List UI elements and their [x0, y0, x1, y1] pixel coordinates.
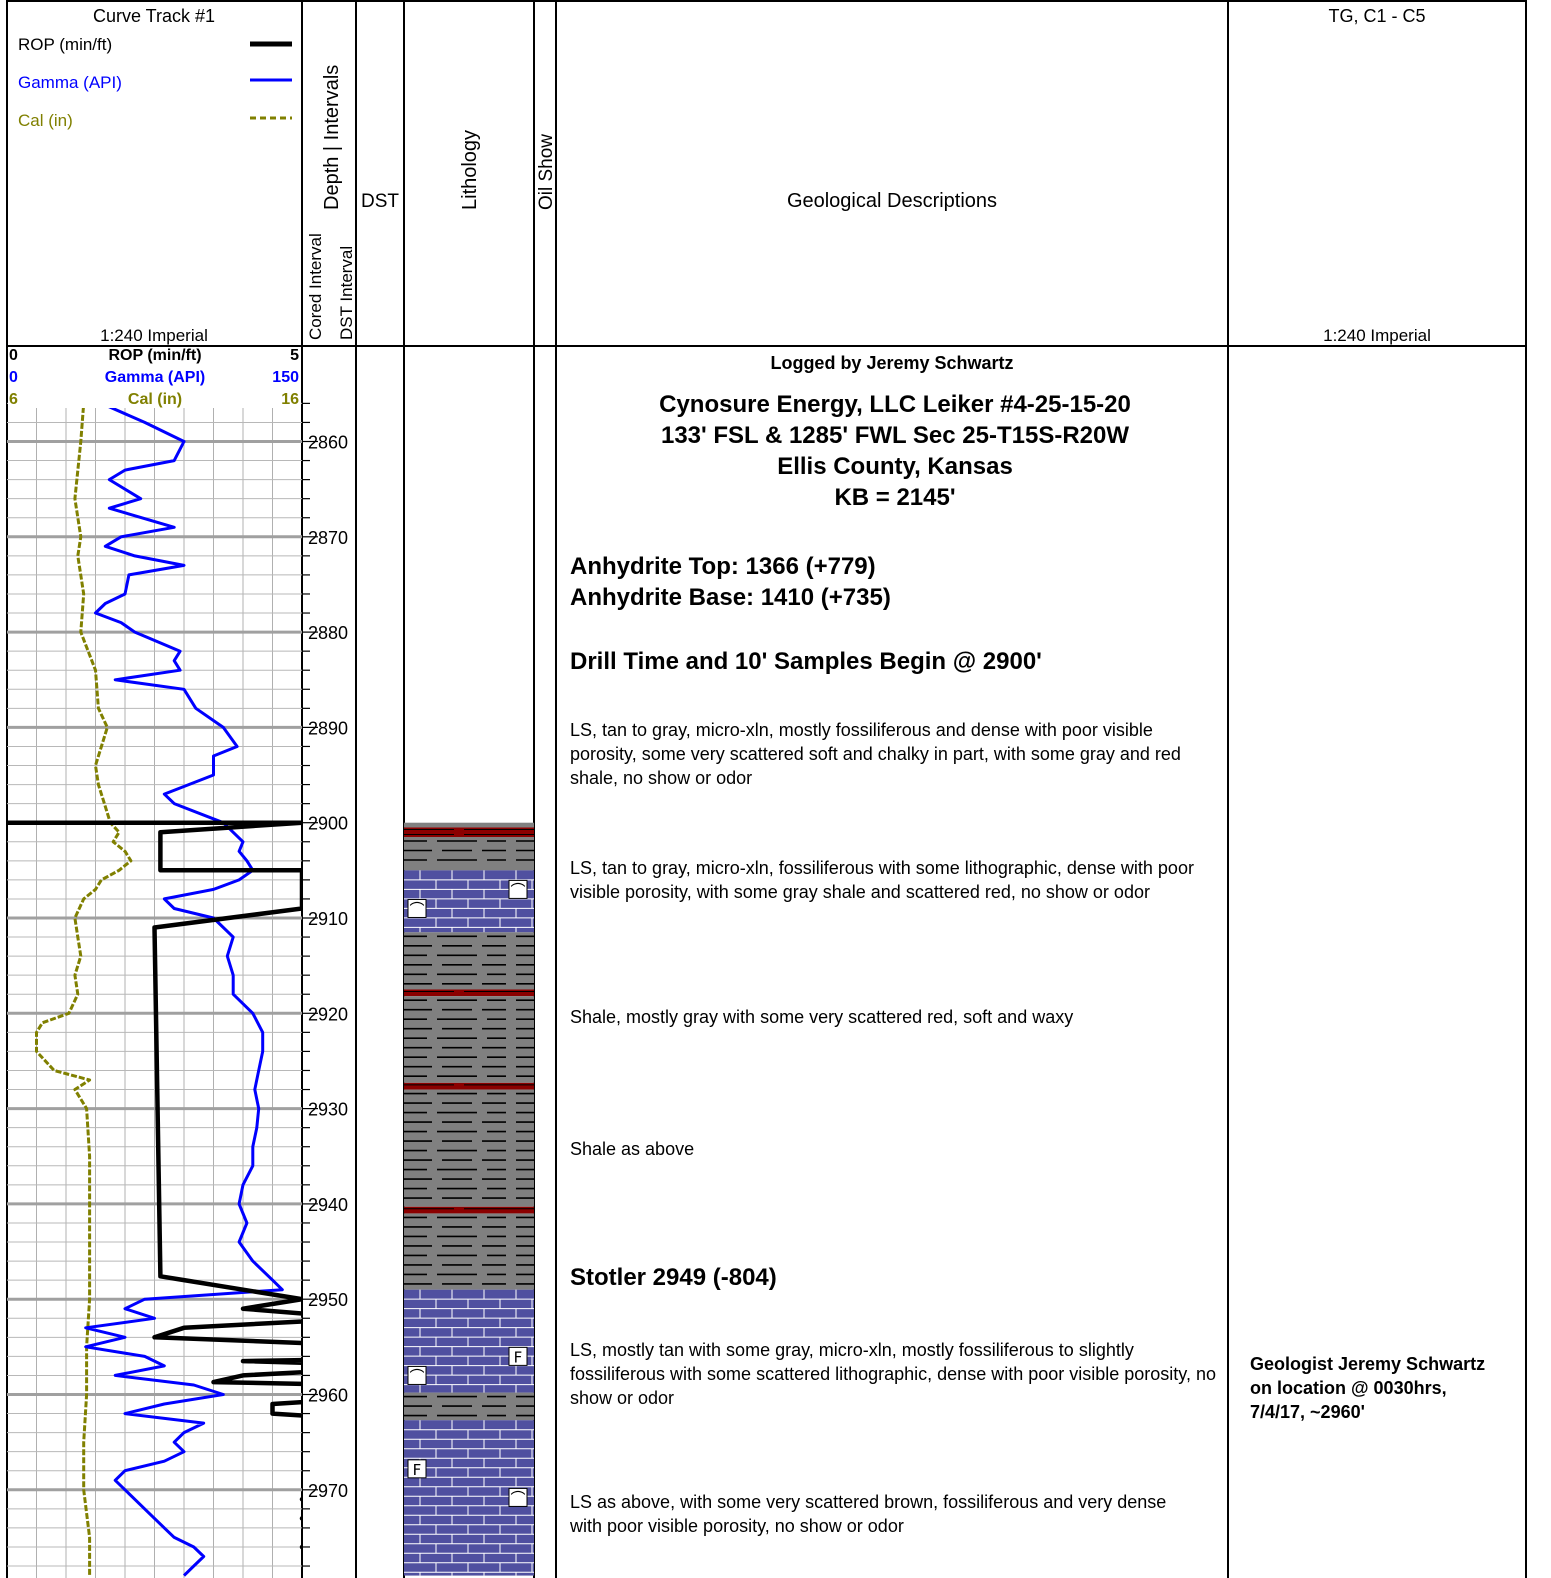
shale-bed	[404, 836, 534, 871]
gamma-scale-max: 150	[272, 369, 299, 386]
depth-label: 2960	[308, 1386, 348, 1406]
depth-label: 2890	[308, 718, 348, 738]
lithology-symbol-text: ⌒	[510, 1489, 525, 1507]
lithology-symbol-text: F	[514, 1348, 523, 1366]
gamma-scale-min: 0	[9, 369, 18, 386]
cored-interval-label: Cored Interval	[306, 233, 325, 340]
description-4: Shale as above	[570, 1139, 695, 1159]
cal-scale-max: 16	[281, 391, 299, 408]
fossil-symbol	[508, 1346, 528, 1366]
depth-label: 2970	[308, 1481, 348, 1501]
rop-curve	[7, 820, 302, 1550]
description-1: LS, tan to gray, micro-xln, mostly fossi…	[570, 720, 1181, 788]
oolite-symbol	[508, 879, 528, 899]
lithology-symbol-text: F	[413, 1461, 422, 1479]
stotler-top: Stotler 2949 (-804)	[570, 1264, 777, 1291]
depth-label: 2930	[308, 1100, 348, 1120]
lithology-column: ⌒ ⌒ F ⌒ F ⌒	[404, 822, 534, 1576]
dst-label: DST	[361, 191, 399, 212]
lithology-symbol-text: ⌒	[409, 900, 424, 918]
curves	[7, 348, 302, 1577]
red-shale-bed	[404, 1082, 534, 1090]
cal-scale-min: 6	[9, 391, 18, 408]
shale-bed	[404, 1089, 534, 1207]
red-shale-bed	[404, 1206, 534, 1214]
geo-desc-label: Geological Descriptions	[787, 190, 997, 212]
depth-labels: 2860 2870 2880 2890 2900 2910 2920 2930 2940 2950…	[308, 433, 348, 1501]
red-shale-bed	[404, 827, 534, 837]
gas-label: TG, C1 - C5	[1328, 6, 1425, 26]
dst-interval-label: DST Interval	[337, 246, 356, 340]
rop-scale-max: 5	[290, 347, 299, 364]
depth-intervals-label: Depth | Intervals	[321, 65, 343, 210]
legend-gamma-label: Gamma (API)	[18, 73, 122, 92]
shale-bed	[404, 996, 534, 1083]
geologist-note: Geologist Jeremy Schwartz on location @ …	[1250, 1354, 1486, 1422]
depth-label: 2920	[308, 1004, 348, 1024]
anhydrite-top: Anhydrite Top: 1366 (+779)	[570, 553, 876, 580]
description-6: LS as above, with some very scattered br…	[570, 1492, 1167, 1536]
gamma-curve	[75, 348, 284, 1577]
description-2: LS, tan to gray, micro-xln, fossiliferou…	[570, 858, 1194, 902]
shale-bed	[404, 1213, 534, 1290]
shale-bed	[404, 932, 534, 990]
scale-header: 0 ROP (min/ft) 5 0 Gamma (API) 150 6 Cal…	[9, 347, 299, 408]
drill-time-note: Drill Time and 10' Samples Begin @ 2900'	[570, 648, 1042, 675]
rop-scale-name: ROP (min/ft)	[108, 347, 201, 364]
well-header-line: 133' FSL & 1285' FWL Sec 25-T15S-R20W	[660, 422, 1130, 449]
oolite-symbol	[407, 1365, 427, 1385]
legend-rop-label: ROP (min/ft)	[18, 35, 112, 54]
cal-scale-name: Cal (in)	[128, 391, 182, 408]
description-3: Shale, mostly gray with some very scatte…	[570, 1007, 1074, 1027]
fossil-symbol	[407, 1459, 427, 1479]
anhydrite-tops: Anhydrite Top: 1366 (+779) Anhydrite Bas…	[570, 551, 1210, 613]
scale-right: 1:240 Imperial	[1323, 326, 1431, 345]
well-header: Cynosure Energy, LLC Leiker #4-25-15-20 …	[556, 389, 1234, 513]
description-5: LS, mostly tan with some gray, micro-xln…	[570, 1340, 1216, 1408]
cal-curve	[7, 348, 133, 1576]
lithology-symbol-text: ⌒	[510, 881, 525, 899]
red-shale-bed	[404, 989, 534, 997]
rop-scale-min: 0	[9, 347, 18, 364]
scale-left: 1:240 Imperial	[100, 326, 208, 345]
depth-label: 2910	[308, 909, 348, 929]
scale-header-bg	[8, 348, 301, 408]
depth-label: 2940	[308, 1195, 348, 1215]
anhydrite-base: Anhydrite Base: 1410 (+735)	[570, 584, 891, 611]
logged-by: Logged by Jeremy Schwartz	[770, 353, 1014, 373]
lithology-label: Lithology	[459, 130, 481, 210]
lithology-symbol-text: ⌒	[409, 1367, 424, 1385]
curve-track-title: Curve Track #1	[93, 6, 215, 26]
well-header-line: KB = 2145'	[834, 484, 956, 511]
well-header-line: Cynosure Energy, LLC Leiker #4-25-15-20	[659, 391, 1131, 418]
depth-label: 2860	[308, 433, 348, 453]
legend-cal-label: Cal (in)	[18, 111, 73, 130]
oolite-symbol	[508, 1487, 528, 1507]
shale-bed	[404, 822, 534, 828]
gamma-scale-name: Gamma (API)	[105, 369, 205, 386]
depth-label: 2880	[308, 623, 348, 643]
depth-label: 2870	[308, 528, 348, 548]
depth-label: 2950	[308, 1290, 348, 1310]
depth-label: 2900	[308, 814, 348, 834]
well-header-line: Ellis County, Kansas	[777, 453, 1013, 480]
curve-track-grid	[7, 395, 318, 1578]
oil-show-label: Oil Show	[536, 134, 557, 210]
oolite-symbol	[407, 898, 427, 918]
